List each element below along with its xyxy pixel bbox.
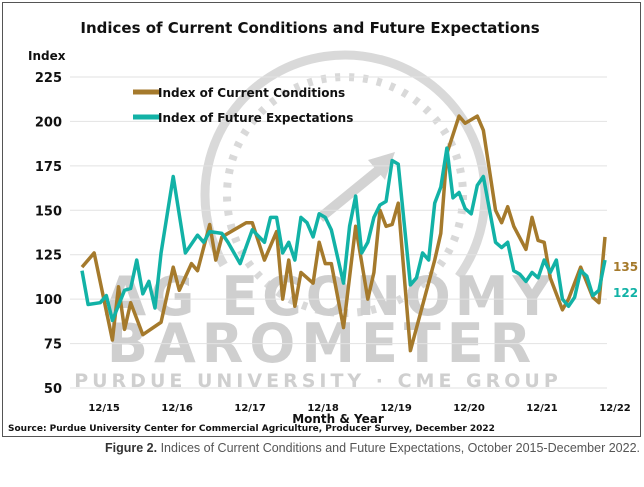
- x-tick-label: 12/22: [599, 403, 631, 414]
- y-tick-label: 150: [35, 204, 62, 219]
- line-chart: AG ECONOMY BAROMETER PURDUE UNIVERSITY ·…: [2, 2, 641, 437]
- watermark-line3: PURDUE UNIVERSITY · CME GROUP: [74, 370, 562, 392]
- watermark-line1: AG ECONOMY: [104, 265, 555, 328]
- x-tick-label: 12/20: [453, 403, 485, 414]
- x-tick-label: 12/15: [88, 403, 120, 414]
- source-note: Source: Purdue University Center for Com…: [8, 424, 495, 434]
- x-tick-label: 12/18: [307, 403, 339, 414]
- y-tick-label: 200: [35, 115, 62, 130]
- x-tick-label: 12/19: [380, 403, 412, 414]
- legend: Index of Current Conditions Index of Futu…: [133, 86, 353, 125]
- x-tick-label: 12/17: [234, 403, 266, 414]
- y-tick-label: 100: [35, 293, 62, 308]
- caption-text: Indices of Current Conditions and Future…: [157, 441, 640, 455]
- x-axis-label: Month & Year: [292, 412, 384, 426]
- legend-label: Index of Current Conditions: [158, 86, 345, 100]
- y-tick-label: 50: [44, 382, 62, 397]
- caption-label: Figure 2.: [105, 441, 158, 455]
- figure-caption: Figure 2. Indices of Current Conditions …: [0, 441, 640, 455]
- y-tick-label: 225: [35, 71, 62, 86]
- gauge-needle: [316, 161, 389, 222]
- y-tick-label: 75: [44, 338, 62, 353]
- legend-label: Index of Future Expectations: [158, 111, 353, 125]
- y-axis-label: Index: [28, 49, 66, 63]
- end-value-label: 135: [613, 260, 638, 274]
- y-tick-label: 125: [35, 249, 62, 264]
- gauge-arc: [200, 50, 490, 340]
- series-line-current-conditions: [80, 114, 607, 353]
- end-value-label: 122: [613, 286, 638, 300]
- chart-title: Indices of Current Conditions and Future…: [80, 19, 539, 37]
- x-tick-label: 12/16: [161, 403, 193, 414]
- y-tick-label: 175: [35, 160, 62, 175]
- x-tick-label: 12/21: [526, 403, 558, 414]
